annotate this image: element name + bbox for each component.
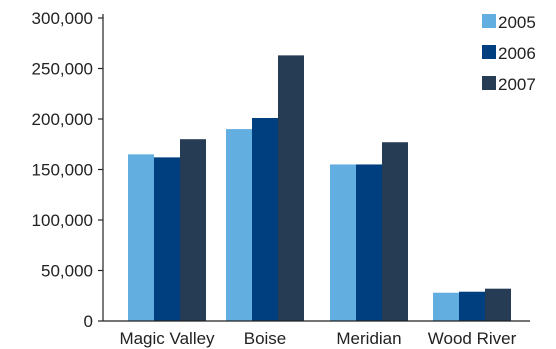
legend: 2005 2006 2007 bbox=[482, 13, 536, 94]
x-axis: Magic Valley Boise Meridian Wood River bbox=[103, 320, 530, 348]
y-tick-label: 300,000 bbox=[32, 9, 93, 28]
bar-2006-meridian bbox=[356, 164, 382, 321]
y-tick-label: 200,000 bbox=[32, 110, 93, 129]
bar-2005-meridian bbox=[330, 164, 356, 321]
y-axis: 0 50,000 100,000 150,000 200,000 250,000 300,0… bbox=[32, 9, 104, 331]
bar-2005-magic-valley bbox=[128, 154, 154, 321]
x-tick-label: Wood River bbox=[428, 329, 517, 348]
y-tick-label: 250,000 bbox=[32, 60, 93, 79]
bar-2007-magic-valley bbox=[180, 139, 206, 321]
bar-2006-wood-river bbox=[459, 291, 485, 321]
legend-label: 2007 bbox=[498, 75, 536, 94]
legend-swatch bbox=[482, 45, 496, 59]
legend-label: 2005 bbox=[498, 13, 536, 32]
y-tick-label: 150,000 bbox=[32, 161, 93, 180]
bar-2006-boise bbox=[252, 117, 278, 322]
y-tick-label: 50,000 bbox=[41, 262, 93, 281]
bar-2005-wood-river bbox=[433, 292, 459, 321]
legend-label: 2006 bbox=[498, 44, 536, 63]
legend-swatch bbox=[482, 14, 496, 28]
x-tick-label: Magic Valley bbox=[119, 329, 215, 348]
x-tick-label: Boise bbox=[244, 329, 287, 348]
bar-2007-wood-river bbox=[485, 288, 511, 321]
bar-2005-boise bbox=[226, 129, 252, 321]
bar-2006-magic-valley bbox=[154, 157, 180, 321]
legend-swatch bbox=[482, 76, 496, 90]
bar-2007-meridian bbox=[382, 142, 408, 321]
bar-2007-boise bbox=[278, 55, 304, 322]
y-tick-label: 0 bbox=[84, 312, 93, 331]
bars bbox=[128, 55, 511, 322]
x-tick-label: Meridian bbox=[336, 329, 401, 348]
y-tick-label: 100,000 bbox=[32, 211, 93, 230]
